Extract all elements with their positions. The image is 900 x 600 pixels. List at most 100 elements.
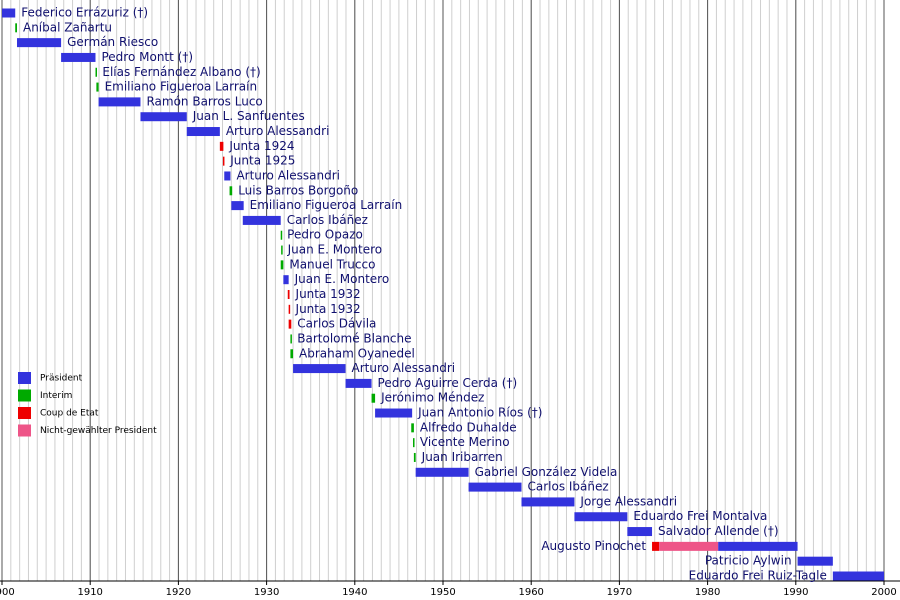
x-tick-label: 1970 (607, 587, 632, 598)
term-bar (627, 527, 653, 537)
term-label: Juan E. Montero (287, 243, 383, 257)
term-label: Juan Iribarren (421, 450, 503, 464)
term-label: Vicente Merino (420, 435, 510, 449)
term-bar (219, 141, 224, 151)
term-label: Augusto Pinochet (541, 539, 646, 553)
term-bar (222, 156, 225, 166)
term-bar (242, 215, 281, 225)
term-bar (95, 67, 97, 77)
term-label: Pedro Aguirre Cerda (†) (378, 376, 518, 390)
term-label: Juan L. Sanfuentes (192, 109, 305, 123)
term-label: Emiliano Figueroa Larraín (250, 198, 403, 212)
term-label: Pedro Opazo (287, 228, 363, 242)
legend-label: Interim (40, 391, 72, 401)
term-bar (413, 438, 415, 448)
term-bar (16, 38, 62, 48)
term-label: Arturo Alessandri (352, 361, 456, 375)
term-bar (2, 8, 16, 18)
term-label: Eduardo Frei Montalva (633, 509, 767, 523)
term-bar (413, 452, 416, 462)
term-bar (521, 497, 575, 507)
term-bar (283, 275, 289, 285)
term-label: Junta 1932 (295, 287, 361, 301)
term-bar (652, 541, 660, 551)
x-tick-label: 2000 (871, 587, 896, 598)
term-bar (229, 186, 233, 196)
term-label: Salvador Allende (†) (658, 524, 779, 538)
term-label: Carlos Ibáñez (287, 213, 368, 227)
term-bar (718, 541, 798, 551)
term-bar (375, 408, 413, 418)
term-label: Federico Errázuriz (†) (21, 6, 148, 20)
term-bar (281, 245, 283, 255)
term-label: Junta 1924 (228, 139, 294, 153)
term-bar (287, 290, 290, 299)
term-bar (96, 82, 99, 92)
term-label: Juan Antonio Ríos (†) (417, 406, 542, 420)
term-label: Carlos Ibáñez (527, 480, 608, 494)
term-bar (224, 171, 231, 181)
term-bar (61, 52, 96, 62)
term-label: Eduardo Frei Ruiz-Tagle (689, 569, 827, 583)
term-label: Pedro Montt (†) (101, 50, 193, 64)
term-bar (15, 23, 17, 33)
term-bar (411, 423, 414, 433)
x-tick-label: 1920 (166, 587, 191, 598)
term-bar (231, 201, 244, 211)
term-bar (288, 304, 291, 314)
term-bar (293, 364, 346, 374)
x-tick-label: 1960 (518, 587, 543, 598)
term-label: Arturo Alessandri (226, 124, 330, 138)
term-label: Junta 1932 (295, 302, 361, 316)
term-label: Jerónimo Méndez (380, 391, 484, 405)
x-tick-label: 1930 (254, 587, 279, 598)
term-label: Patricio Aylwin (705, 554, 792, 568)
term-label: Germán Riesco (67, 35, 158, 49)
term-label: Juan E. Montero (294, 272, 390, 286)
legend-label: Präsident (40, 374, 83, 384)
term-label: Luis Barros Borgoño (238, 183, 358, 197)
term-label: Jorge Alessandri (579, 494, 677, 508)
term-label: Bartolomé Blanche (297, 331, 411, 345)
legend-swatch (18, 407, 31, 419)
legend-label: Nicht-gewählter President (40, 426, 157, 436)
term-bar (186, 127, 220, 137)
term-bar (288, 319, 292, 329)
legend-label: Coup de Etat (40, 409, 99, 419)
term-label: Gabriel González Videla (475, 465, 618, 479)
term-bar (574, 512, 628, 522)
x-tick-label: 1900 (0, 587, 15, 598)
term-bar (797, 556, 833, 566)
term-bar (832, 571, 884, 581)
x-tick-label: 1950 (430, 587, 455, 598)
term-label: Junta 1925 (229, 154, 295, 168)
term-label: Abraham Oyanedel (299, 346, 415, 360)
term-bar (290, 334, 292, 344)
term-bar (98, 97, 141, 107)
term-bar (468, 482, 522, 492)
term-bar (345, 378, 372, 388)
term-label: Alfredo Duhalde (420, 420, 517, 434)
term-label: Arturo Alessandri (236, 168, 340, 182)
term-bar (659, 541, 719, 551)
term-bar (371, 393, 376, 403)
term-bar (140, 112, 187, 122)
term-label: Carlos Dávila (297, 317, 376, 331)
term-label: Ramón Barros Luco (146, 94, 262, 108)
term-label: Elías Fernández Albano (†) (102, 65, 260, 79)
term-label: Aníbal Zañartu (23, 20, 112, 34)
x-tick-label: 1910 (77, 587, 102, 598)
legend-swatch (18, 372, 31, 384)
term-label: Emiliano Figueroa Larraín (105, 80, 258, 94)
term-bar (415, 467, 469, 477)
legend-swatch (18, 389, 31, 402)
term-bar (290, 349, 294, 359)
term-bar (280, 260, 284, 270)
x-tick-label: 1980 (695, 587, 720, 598)
x-tick-label: 1940 (342, 587, 367, 598)
legend-swatch (18, 424, 31, 437)
term-bar (280, 230, 283, 240)
x-tick-label: 1990 (783, 587, 808, 598)
term-label: Manuel Trucco (289, 257, 375, 271)
